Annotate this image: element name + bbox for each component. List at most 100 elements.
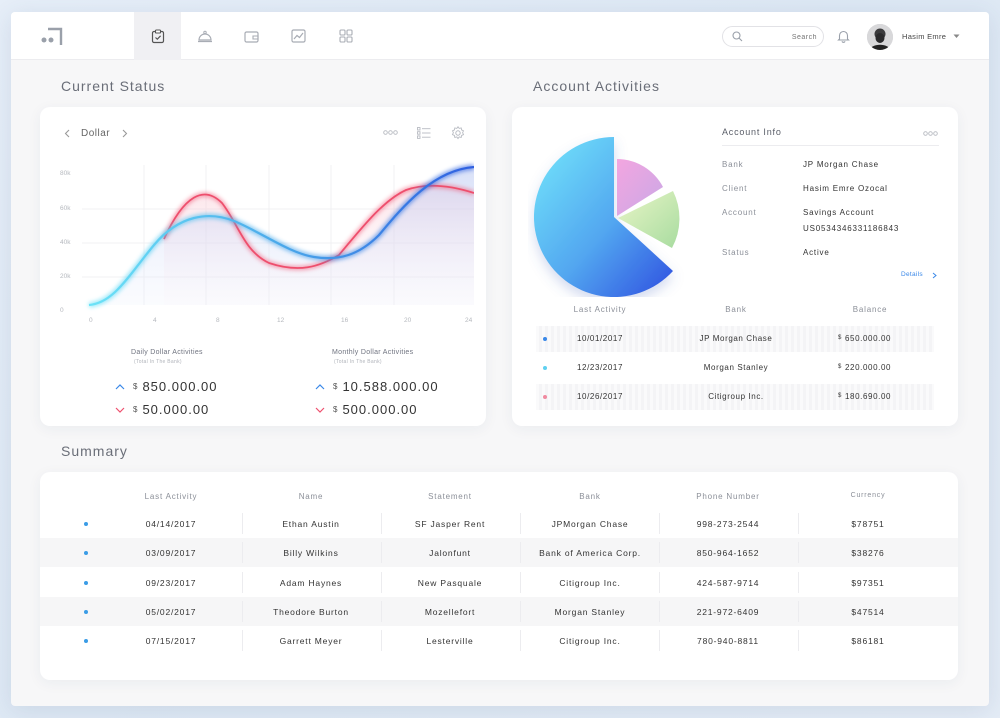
summary-cell: JPMorgan Chase [551, 519, 629, 529]
chevron-down-icon[interactable] [953, 34, 960, 39]
summary-cell: Citigroup Inc. [559, 577, 621, 588]
search-input[interactable] [749, 29, 817, 45]
currency-label: Dollar [81, 128, 111, 139]
column-divider [798, 600, 799, 622]
top-bar: Hasim Emre [11, 12, 989, 60]
activity-bank: JP Morgan Chase [699, 334, 773, 343]
x-tick: 0 [89, 317, 93, 324]
search-box[interactable] [722, 26, 824, 47]
nav-apps[interactable] [322, 12, 369, 60]
summary-header-1[interactable]: Name [298, 492, 324, 501]
clipboard-check-icon [151, 28, 164, 43]
y-tick: 80k [60, 170, 71, 177]
summary-cell: 09/23/2017 [145, 577, 197, 588]
list-icon[interactable] [417, 127, 431, 139]
table-row[interactable]: 09/23/2017 Adam Haynes New Pasquale Citigro… [40, 568, 958, 597]
summary-cell: Adam Haynes [279, 577, 343, 588]
chart-icon [291, 29, 306, 43]
pie-slice-blue[interactable] [533, 137, 673, 297]
summary-cell: 04/14/2017 [145, 519, 197, 529]
table-row[interactable]: 03/09/2017 Billy Wilkins Jalonfunt Bank of … [40, 538, 958, 568]
summary-header-5[interactable]: Currency [850, 492, 886, 499]
column-divider [381, 630, 382, 652]
current-status-title: Current Status [61, 78, 166, 94]
table-row[interactable]: 04/14/2017 Ethan Austin SF Jasper Rent JPMo… [40, 509, 958, 538]
summary-cell: $38276 [851, 548, 885, 559]
column-divider [520, 571, 521, 593]
bank-label: Bank [722, 160, 744, 169]
y-tick: 40k [60, 239, 71, 246]
dollar-activity-chart: 80k 60k 40k 20k 0 0 4 8 12 16 20 24 [60, 164, 474, 324]
nav-analytics[interactable] [275, 12, 322, 60]
table-row[interactable]: 07/15/2017 Garrett Meyer Lesterville Citigr… [40, 626, 958, 655]
column-divider [242, 513, 243, 534]
daily-down-value: 50.000.00 [142, 402, 210, 417]
activity-balance: 180.690.00 [845, 392, 892, 401]
nav-services[interactable] [181, 12, 228, 60]
column-divider [659, 571, 660, 593]
activity-bank: Citigroup Inc. [708, 392, 764, 401]
activity-row[interactable] [536, 384, 934, 410]
account-type-value: Savings Account [803, 208, 875, 217]
summary-cell: Theodore Burton [273, 606, 349, 617]
summary-cell: New Pasquale [417, 577, 483, 588]
column-divider [520, 513, 521, 534]
column-divider [242, 600, 243, 622]
avatar[interactable] [867, 24, 893, 50]
daily-activities-title: Daily Dollar Activities [131, 349, 203, 356]
grid-icon [338, 29, 353, 43]
details-link[interactable]: Details [901, 271, 923, 278]
summary-header-4[interactable]: Phone Number [696, 492, 760, 501]
nav-wallet[interactable] [228, 12, 275, 60]
column-divider [381, 513, 382, 534]
activity-status-dot [543, 366, 547, 370]
column-divider [798, 542, 799, 564]
column-divider [242, 542, 243, 564]
x-tick: 12 [277, 317, 285, 324]
monthly-up-value: 10.588.000.00 [342, 379, 439, 394]
chevron-right-icon[interactable] [122, 129, 128, 138]
user-name[interactable]: Hasim Emre [902, 32, 947, 41]
chevron-left-icon[interactable] [64, 129, 70, 138]
arrow-up-icon [115, 383, 125, 389]
more-icon[interactable] [923, 131, 938, 136]
x-tick: 16 [341, 317, 349, 324]
x-tick: 20 [404, 317, 412, 324]
app-window: Hasim Emre Current Status Dollar [11, 12, 989, 706]
activity-header-balance: Balance [852, 305, 888, 314]
currency-symbol: $ [333, 405, 338, 414]
column-divider [381, 600, 382, 622]
monthly-up-amount: $ 10.588.000.00 [315, 379, 439, 394]
summary-header-2[interactable]: Statement [428, 492, 472, 501]
daily-down-amount: $ 50.000.00 [115, 402, 209, 417]
summary-header-0[interactable]: Last Activity [144, 492, 198, 501]
summary-cell: 998-273-2544 [696, 519, 760, 529]
app-logo[interactable] [40, 26, 66, 48]
summary-cell: Billy Wilkins [283, 548, 339, 559]
nav-dashboard[interactable] [134, 12, 181, 60]
status-value: Active [803, 248, 830, 257]
account-activities-card: Account Info Bank JP Morgan Chase Client… [512, 107, 958, 426]
table-row[interactable]: 05/02/2017 Theodore Burton Mozellefort Morg… [40, 596, 958, 626]
summary-cell: Jalonfunt [429, 548, 471, 559]
settings-icon[interactable] [451, 126, 465, 140]
activity-header-bank: Bank [725, 305, 747, 314]
summary-cell: Citigroup Inc. [559, 636, 621, 647]
chevron-right-icon[interactable] [932, 272, 937, 279]
search-icon [732, 31, 743, 42]
summary-cell: $78751 [851, 519, 885, 529]
monthly-down-amount: $ 500.000.00 [315, 402, 418, 417]
client-label: Client [722, 184, 748, 193]
pie-slice-pink[interactable] [617, 159, 663, 216]
activity-row[interactable] [536, 326, 934, 352]
activity-status-dot [543, 395, 547, 399]
row-status-dot [84, 522, 88, 526]
pie-slice-green[interactable] [618, 191, 680, 248]
summary-header-3[interactable]: Bank [579, 492, 601, 501]
account-number-value: US0534346331186843 [803, 224, 900, 233]
notifications-button[interactable] [837, 29, 850, 48]
arrow-down-icon [115, 407, 125, 413]
more-icon[interactable] [383, 130, 398, 135]
column-divider [520, 630, 521, 652]
y-tick: 60k [60, 205, 71, 212]
